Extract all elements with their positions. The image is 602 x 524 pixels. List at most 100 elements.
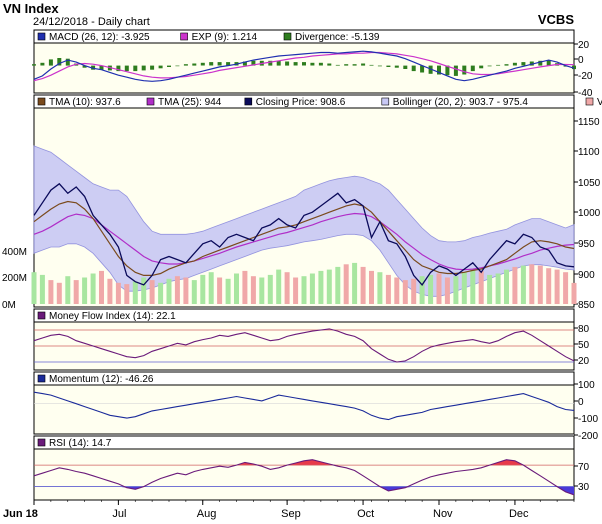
volume-bar	[360, 266, 366, 304]
divergence-bar	[91, 65, 96, 70]
mfi-y-tick-label: 50	[578, 340, 590, 351]
divergence-bar	[209, 62, 214, 66]
volume-bar	[99, 270, 104, 304]
x-tick-label: Aug	[197, 508, 217, 520]
divergence-bar	[175, 65, 180, 67]
divergence-bar	[538, 60, 543, 66]
divergence-bar	[158, 65, 163, 69]
momentum-legend-bar	[33, 371, 575, 386]
divergence-bar	[403, 65, 408, 69]
volume-tick-label: 0M	[2, 300, 16, 311]
volume-bar	[478, 270, 484, 304]
divergence-bar	[200, 62, 205, 66]
divergence-bar	[327, 63, 332, 66]
volume-bar	[259, 277, 265, 304]
price-legend-swatch	[37, 97, 46, 106]
macd-y-tick-label: 0	[578, 55, 584, 66]
rsi-y-tick-label: 70	[578, 462, 590, 473]
macd-legend-swatch	[283, 32, 292, 41]
mfi-legend-bar	[33, 308, 575, 323]
volume-bar	[149, 280, 155, 304]
momentum-y-tick-label: -200	[578, 431, 598, 442]
volume-bar	[352, 262, 358, 304]
price-legend-label: TMA (25): 944	[158, 97, 222, 108]
volume-bar	[293, 277, 299, 304]
panel-macd: MACD (26, 12): -3.925 EXP (9): 1.214 Diver…	[32, 29, 593, 99]
volume-bar	[267, 274, 273, 304]
volume-bar	[369, 270, 374, 304]
divergence-bar	[529, 61, 534, 66]
momentum-y-tick-label: 100	[578, 380, 595, 391]
volume-bar	[217, 277, 223, 304]
mfi-line	[33, 328, 575, 363]
divergence-bar	[386, 65, 391, 67]
volume-bar	[512, 266, 518, 304]
volume-bar	[250, 276, 256, 304]
volume-tick-label: 200M	[2, 273, 27, 284]
volume-bar	[504, 269, 509, 304]
divergence-bar	[445, 65, 450, 76]
chart-title: VN Index	[3, 1, 59, 16]
momentum-y-tick-label: 0	[578, 397, 584, 408]
macd-y-tick-label: -40	[578, 88, 593, 99]
volume-bar	[453, 276, 459, 304]
divergence-bar	[420, 65, 425, 73]
mfi-y-tick-label: 20	[578, 356, 590, 367]
x-tick-label: Jun 18	[3, 508, 38, 520]
x-axis: Jun 18 Jul Aug Sep Oct Nov Dec	[3, 500, 575, 520]
divergence-bar	[251, 60, 256, 66]
volume-bar	[90, 273, 96, 304]
price-legend-swatch	[244, 97, 253, 106]
volume-bar	[571, 282, 577, 304]
price-legend-swatch	[146, 97, 155, 106]
divergence-bar	[57, 58, 62, 66]
volume-bar	[158, 282, 164, 304]
volume-bar	[436, 273, 442, 304]
volume-bar	[546, 268, 552, 304]
rsi-line	[33, 459, 575, 496]
divergence-bar	[141, 65, 146, 71]
divergence-bar	[453, 65, 458, 76]
divergence-bar	[150, 65, 155, 70]
divergence-bar	[167, 65, 171, 67]
chart-subtitle: 24/12/2018 - Daily chart	[33, 16, 150, 28]
divergence-bar	[133, 65, 138, 72]
volume-bar	[335, 266, 341, 304]
divergence-bar	[496, 64, 501, 66]
volume-bar	[48, 280, 54, 304]
macd-legend-label: MACD (26, 12): -3.925	[49, 32, 150, 43]
divergence-bar	[310, 62, 315, 66]
divergence-bar	[352, 64, 357, 66]
divergence-bar	[335, 64, 340, 66]
volume-bar	[191, 280, 197, 304]
volume-bar	[73, 280, 79, 304]
panel-price: TMA (10): 937.6 TMA (25): 944 Closing Pric…	[2, 94, 602, 311]
volume-bar	[470, 269, 476, 304]
closing-price-line	[33, 182, 575, 286]
volume-bar	[461, 272, 467, 304]
price-legend-label: TMA (10): 937.6	[49, 97, 121, 108]
divergence-bar	[116, 65, 121, 72]
macd-legend-swatch	[180, 32, 188, 41]
divergence-bar	[82, 65, 87, 68]
x-tick-label: Dec	[509, 508, 529, 520]
chart-source: VCBS	[538, 12, 574, 27]
x-tick-label: Sep	[281, 508, 301, 520]
momentum-legend-swatch	[37, 374, 46, 383]
volume-bar	[529, 264, 535, 305]
price-y-tick-label: 850	[578, 300, 595, 311]
divergence-bar	[377, 65, 382, 67]
price-y-tick-label: 1100	[578, 147, 600, 158]
price-y-tick-label: 900	[578, 270, 595, 281]
x-tick-label: Jul	[112, 508, 126, 520]
volume-bar	[537, 265, 543, 304]
divergence-bar	[462, 65, 467, 75]
volume-bar	[554, 269, 560, 304]
volume-bar	[208, 272, 214, 304]
volume-bar	[31, 272, 37, 304]
divergence-bar	[32, 64, 36, 66]
volume-bar	[141, 277, 147, 304]
divergence-bar	[226, 62, 231, 66]
divergence-bar	[48, 59, 53, 66]
